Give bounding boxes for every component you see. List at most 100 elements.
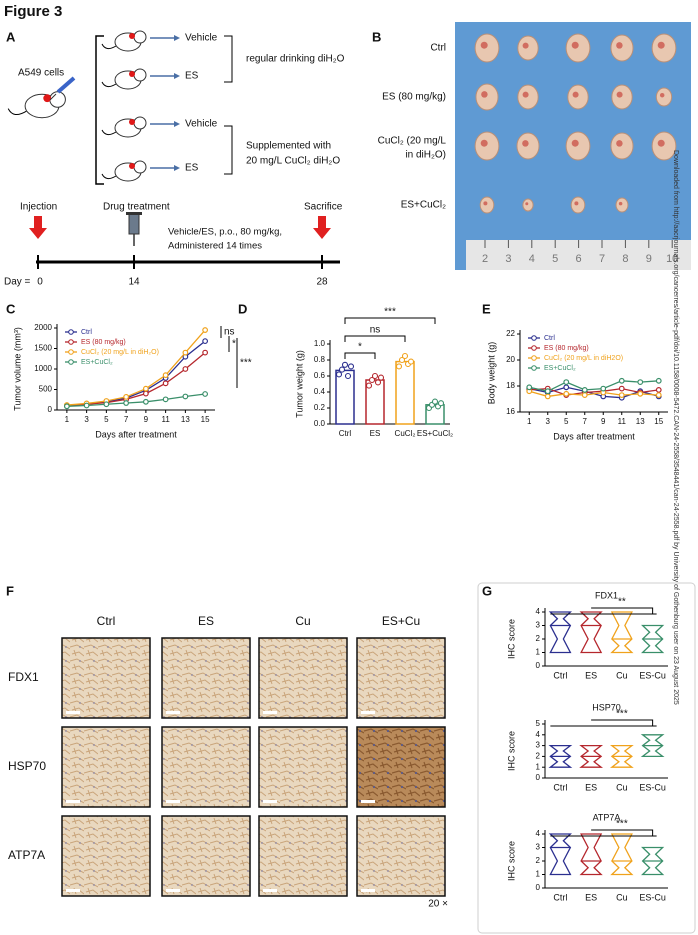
- mouse-head: [49, 91, 66, 108]
- group-label: Vehicle: [185, 33, 218, 44]
- arrow-head: [174, 35, 180, 41]
- violin: [641, 624, 665, 654]
- data-point: [407, 358, 415, 365]
- violin: [579, 833, 603, 876]
- ihc-image: [258, 815, 348, 897]
- row-label: ES+CuCl₂: [401, 200, 446, 211]
- significance-label: ***: [240, 358, 252, 369]
- data-point: [544, 393, 551, 400]
- y-tick-label: 2000: [34, 323, 52, 332]
- y-tick-label: 4: [536, 730, 541, 739]
- mouse-head: [133, 68, 147, 82]
- data-point: [338, 366, 346, 373]
- y-tick-label: 1000: [34, 364, 52, 373]
- data-point: [600, 385, 607, 392]
- data-point: [202, 391, 209, 397]
- data-point: [563, 384, 570, 391]
- ihc-image: [161, 726, 251, 808]
- y-axis-label: IHC score: [506, 841, 516, 881]
- cell-line: A549 cells: [18, 68, 64, 79]
- x-tick-label: 7: [583, 417, 588, 426]
- y-tick-label: 1.0: [314, 339, 326, 348]
- significance-bracket: [344, 317, 436, 324]
- tumor: [651, 131, 677, 161]
- condition: 20 mg/L CuCl₂ diH₂O: [246, 156, 340, 167]
- y-axis-label: Tumor weight (g): [294, 350, 304, 418]
- data-point: [563, 390, 570, 397]
- y-tick-label: 1500: [34, 344, 52, 353]
- data-point: [142, 385, 149, 392]
- bracket: [224, 125, 233, 175]
- data-point: [395, 363, 403, 370]
- panel-label: A: [6, 29, 16, 44]
- data-point: [526, 384, 533, 391]
- data-point: [365, 382, 373, 389]
- data-point: [142, 390, 149, 397]
- tumor: [565, 33, 591, 63]
- tumor-dot: [129, 163, 135, 169]
- scale-bar: [263, 800, 277, 803]
- chart-title: HSP70: [592, 702, 621, 712]
- significance-label: **: [618, 597, 626, 608]
- legend-marker: [68, 329, 74, 335]
- data-point: [618, 377, 625, 384]
- scale-bar: [361, 889, 375, 892]
- significance-bracket: [591, 829, 654, 836]
- y-tick-label: 0.4: [314, 387, 326, 396]
- y-tick-label: 0.8: [314, 355, 326, 364]
- panel-label: F: [6, 583, 14, 598]
- syringe: [56, 76, 76, 94]
- watermark: Downloaded from http://aacrjournals.org/…: [672, 150, 679, 705]
- mouse-tail: [7, 108, 27, 115]
- panel-label: B: [372, 29, 381, 44]
- violin: [548, 611, 572, 654]
- ruler-number: 3: [505, 253, 511, 265]
- x-tick-label: 13: [181, 415, 190, 424]
- y-tick-label: 2: [536, 752, 541, 761]
- ihc-image: [258, 726, 348, 808]
- x-tick-label: 15: [201, 415, 210, 424]
- ihc-image: [61, 815, 151, 897]
- ruler-number: 7: [599, 253, 605, 265]
- legend-marker: [531, 345, 537, 351]
- ruler-number: 9: [646, 253, 652, 265]
- legend-marker: [68, 359, 74, 365]
- x-tick-label: 13: [636, 417, 645, 426]
- scale-bar: [166, 889, 180, 892]
- data-point: [368, 376, 376, 384]
- x-axis-label: Days after treatment: [553, 431, 635, 441]
- data-point: [371, 372, 379, 380]
- ihc-image: [356, 726, 446, 808]
- ruler-number: 6: [576, 253, 582, 265]
- x-tick-label: 9: [144, 415, 149, 424]
- tumor: [516, 132, 540, 160]
- arrow-head: [174, 121, 180, 127]
- data-point: [637, 390, 644, 397]
- scale-bar: [166, 800, 180, 803]
- tumor: [517, 84, 539, 110]
- syringe: [126, 212, 142, 246]
- y-tick-label: 2: [536, 856, 541, 865]
- x-tick-label: 1: [527, 417, 532, 426]
- violin: [548, 833, 572, 876]
- ruler-number: 2: [482, 253, 488, 265]
- timeline-event: Sacrifice: [304, 202, 343, 213]
- tumor-spot: [572, 91, 579, 98]
- panel-label: G: [482, 583, 492, 598]
- data-point: [341, 361, 349, 368]
- series-line: [529, 380, 659, 392]
- tumor-spot: [659, 92, 665, 98]
- panel-frame: [477, 582, 696, 934]
- arrow: [313, 216, 331, 239]
- tumor: [570, 196, 586, 214]
- figure-title: Figure 3: [4, 3, 62, 20]
- timeline-event: Injection: [20, 202, 57, 213]
- magnification: 20 ×: [428, 899, 448, 910]
- significance-label: *: [232, 339, 236, 350]
- tumor: [655, 87, 673, 107]
- data-point: [162, 396, 169, 403]
- legend-marker: [531, 355, 537, 361]
- violin: [548, 744, 573, 768]
- group-label: Vehicle: [185, 119, 218, 130]
- ihc-image: [161, 637, 251, 719]
